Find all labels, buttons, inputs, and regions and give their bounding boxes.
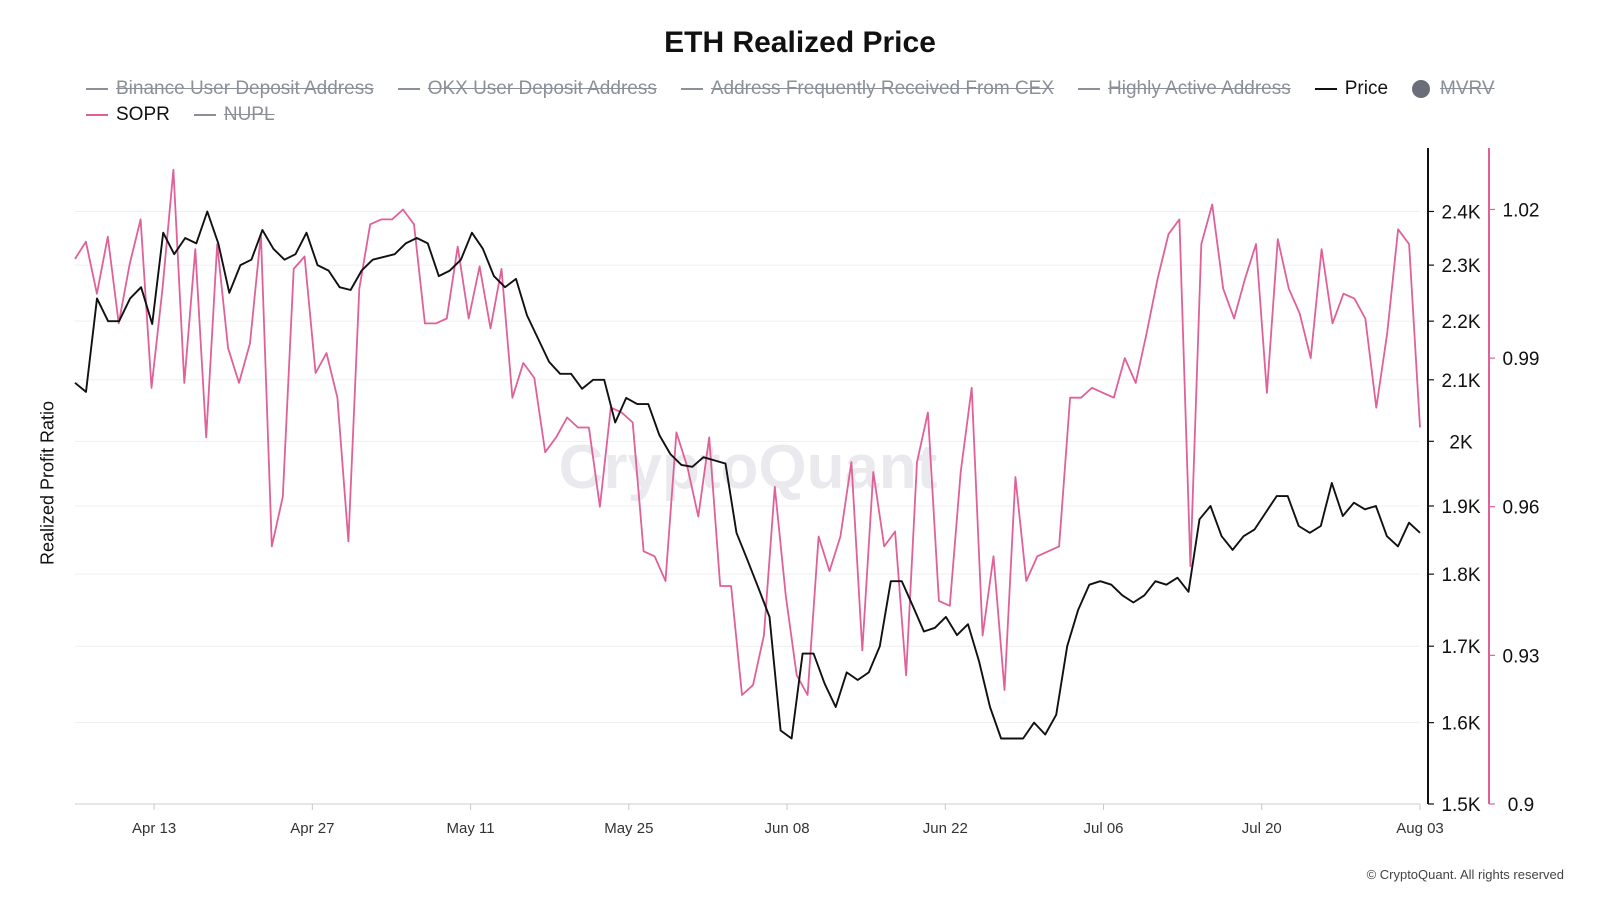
legend-label: SOPR	[116, 104, 170, 125]
legend-item-address-frequently-received-from-cex[interactable]: Address Frequently Received From CEX	[680, 78, 1055, 100]
x-tick-label: Jun 22	[923, 820, 968, 837]
legend-swatch	[1078, 88, 1101, 90]
legend-label: Price	[1344, 78, 1389, 99]
legend-swatch	[397, 88, 420, 90]
x-tick-label: Jul 20	[1242, 820, 1282, 837]
legend-swatch	[1412, 80, 1431, 98]
legend-label: MVRV	[1440, 78, 1495, 99]
series-line-price	[74, 210, 1421, 740]
legend-row: Binance User Deposit Address OKX User Dep…	[86, 76, 1546, 102]
x-tick-label: May 11	[447, 820, 495, 837]
legend-swatch	[193, 114, 216, 116]
y-axis-price: 1.5K 1.6K 1.7K 1.8K 1.9K 2K 2.1K 2.2K 2.3K 2.4K	[1427, 148, 1481, 816]
legend-label: OKX User Deposit Address	[427, 78, 657, 99]
legend-swatch	[680, 88, 703, 90]
copyright-footer: © CryptoQuant. All rights reserved	[1366, 867, 1564, 882]
price-tick-label: 1.8K	[1441, 565, 1480, 586]
price-tick-label: 1.9K	[1441, 497, 1480, 518]
sopr-tick-label: 0.9	[1508, 795, 1534, 816]
series-lines	[74, 168, 1421, 740]
legend-item-sopr[interactable]: SOPR	[86, 104, 170, 126]
legend-swatch	[86, 114, 108, 116]
legend-swatch	[1314, 88, 1337, 90]
legend: Binance User Deposit Address OKX User Dep…	[86, 76, 1546, 128]
legend-item-okx-user-deposit-address[interactable]: OKX User Deposit Address	[397, 78, 657, 100]
legend-item-highly-active-address[interactable]: Highly Active Address	[1078, 78, 1291, 100]
x-tick-label: May 25	[604, 820, 653, 837]
legend-item-binance-user-deposit-address[interactable]: Binance User Deposit Address	[86, 78, 374, 100]
chart-title: ETH Realized Price	[664, 26, 936, 59]
price-tick-label: 2K	[1449, 432, 1473, 453]
price-tick-label: 2.3K	[1441, 256, 1480, 277]
y-axis-sopr: 0.9 0.93 0.96 0.99 1.02	[1488, 148, 1540, 816]
price-tick-label: 2.4K	[1441, 202, 1480, 223]
x-tick-label: Apr 27	[290, 820, 334, 837]
x-tick-label: Apr 13	[132, 820, 176, 837]
x-tick-label: Jun 08	[765, 820, 810, 837]
price-tick-label: 1.7K	[1441, 637, 1480, 658]
legend-label: Highly Active Address	[1108, 78, 1291, 99]
sopr-tick-label: 0.99	[1503, 349, 1540, 370]
legend-label: NUPL	[223, 104, 275, 125]
legend-label: Address Frequently Received From CEX	[710, 78, 1055, 99]
sopr-tick-label: 0.96	[1503, 498, 1540, 519]
sopr-tick-label: 0.93	[1503, 646, 1540, 667]
legend-label: Binance User Deposit Address	[116, 78, 374, 99]
legend-item-price[interactable]: Price	[1314, 78, 1389, 100]
x-tick-label: Jul 06	[1084, 820, 1124, 837]
x-tick-label: Aug 03	[1396, 820, 1444, 837]
x-axis: Apr 13 Apr 27 May 11 May 25 Jun 08 Jun 22 Jul …	[75, 803, 1444, 837]
price-tick-label: 2.2K	[1441, 312, 1480, 333]
legend-row: SOPR NUPL	[86, 102, 1546, 128]
watermark-text: CryptoQuant	[559, 433, 938, 502]
series-line-sopr	[74, 168, 1421, 696]
price-tick-label: 1.5K	[1441, 795, 1480, 816]
price-tick-label: 2.1K	[1441, 371, 1480, 392]
price-tick-label: 1.6K	[1441, 714, 1480, 735]
legend-item-mvrv[interactable]: MVRV	[1412, 78, 1495, 100]
sopr-tick-label: 1.02	[1503, 200, 1540, 221]
legend-swatch	[86, 88, 108, 90]
legend-item-nupl[interactable]: NUPL	[193, 104, 275, 126]
